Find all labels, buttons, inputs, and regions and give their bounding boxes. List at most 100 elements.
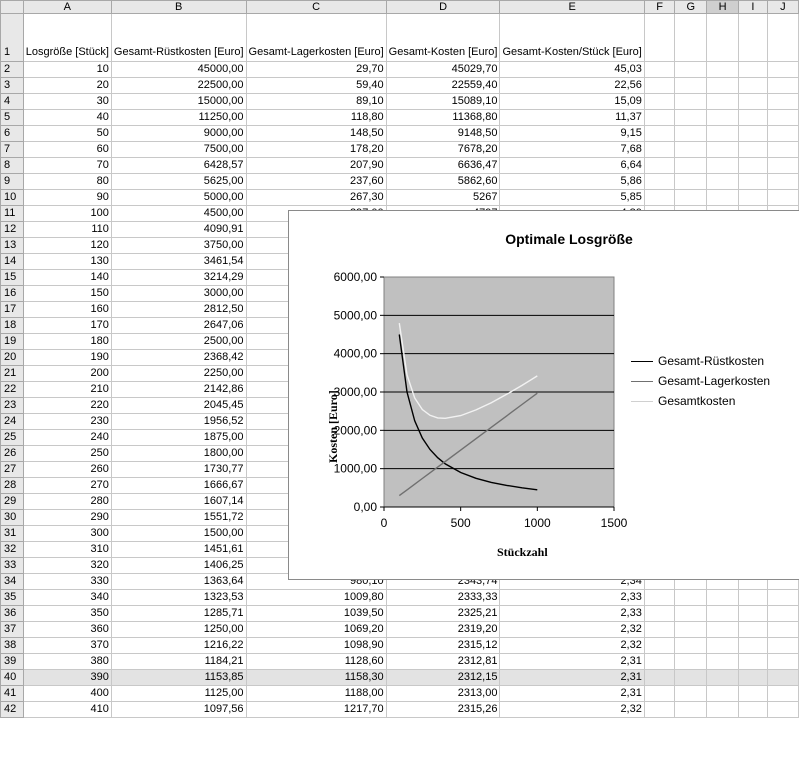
row-header[interactable]: 26: [0, 445, 24, 462]
data-cell[interactable]: 140: [22, 269, 112, 286]
data-cell[interactable]: 2,31: [499, 669, 645, 686]
data-cell[interactable]: 3214,29: [110, 269, 247, 286]
row-header[interactable]: 22: [0, 381, 24, 398]
data-cell[interactable]: 120: [22, 237, 112, 254]
data-cell[interactable]: 1285,71: [110, 605, 247, 622]
empty-cell[interactable]: [706, 109, 740, 126]
row-header[interactable]: 13: [0, 237, 24, 254]
data-cell[interactable]: 9000,00: [110, 125, 247, 142]
empty-cell[interactable]: [674, 77, 708, 94]
data-cell[interactable]: 20: [22, 77, 112, 94]
data-cell[interactable]: 2319,20: [385, 621, 501, 638]
empty-cell[interactable]: [706, 173, 740, 190]
empty-cell[interactable]: [643, 61, 676, 78]
data-cell[interactable]: 29,70: [245, 61, 387, 78]
data-cell[interactable]: 5,86: [499, 173, 645, 190]
empty-cell[interactable]: [643, 701, 676, 718]
data-cell[interactable]: 40: [22, 109, 112, 126]
empty-cell[interactable]: [643, 77, 676, 94]
row-header[interactable]: 33: [0, 557, 24, 574]
empty-cell[interactable]: [738, 109, 768, 126]
data-cell[interactable]: 2315,26: [385, 701, 501, 718]
data-cell[interactable]: 390: [22, 669, 112, 686]
data-cell[interactable]: 1607,14: [110, 493, 247, 510]
data-cell[interactable]: 1323,53: [110, 589, 247, 606]
data-cell[interactable]: 2312,15: [385, 669, 501, 686]
row-header[interactable]: 12: [0, 221, 24, 238]
data-cell[interactable]: 9,15: [499, 125, 645, 142]
row-header[interactable]: 7: [0, 141, 24, 158]
data-cell[interactable]: 207,90: [245, 157, 387, 174]
data-cell[interactable]: 170: [22, 317, 112, 334]
data-cell[interactable]: 2,32: [499, 701, 645, 718]
data-cell[interactable]: 89,10: [245, 93, 387, 110]
data-cell[interactable]: 1009,80: [245, 589, 387, 606]
data-cell[interactable]: 2325,21: [385, 605, 501, 622]
data-cell[interactable]: 3461,54: [110, 253, 247, 270]
empty-cell[interactable]: [643, 173, 676, 190]
data-cell[interactable]: 80: [22, 173, 112, 190]
row-header[interactable]: 5: [0, 109, 24, 126]
empty-cell[interactable]: [766, 125, 799, 142]
data-cell[interactable]: 270: [22, 477, 112, 494]
row-header[interactable]: 32: [0, 541, 24, 558]
data-cell[interactable]: 1956,52: [110, 413, 247, 430]
empty-cell[interactable]: [643, 669, 676, 686]
data-cell[interactable]: 1039,50: [245, 605, 387, 622]
row-header[interactable]: 40: [0, 669, 24, 686]
data-cell[interactable]: 360: [22, 621, 112, 638]
row-header[interactable]: 1: [0, 13, 24, 62]
data-cell[interactable]: 5625,00: [110, 173, 247, 190]
empty-cell[interactable]: [706, 13, 740, 62]
empty-cell[interactable]: [738, 669, 768, 686]
data-cell[interactable]: 2,33: [499, 589, 645, 606]
data-cell[interactable]: 130: [22, 253, 112, 270]
empty-cell[interactable]: [738, 589, 768, 606]
empty-cell[interactable]: [674, 141, 708, 158]
data-cell[interactable]: 1153,85: [110, 669, 247, 686]
empty-cell[interactable]: [766, 653, 799, 670]
data-cell[interactable]: 9148,50: [385, 125, 501, 142]
column-header[interactable]: B: [110, 0, 247, 14]
empty-cell[interactable]: [674, 589, 708, 606]
empty-cell[interactable]: [643, 125, 676, 142]
data-cell[interactable]: 22,56: [499, 77, 645, 94]
data-cell[interactable]: 5267: [385, 189, 501, 206]
select-all-corner[interactable]: [0, 0, 24, 14]
empty-cell[interactable]: [738, 685, 768, 702]
empty-cell[interactable]: [643, 13, 676, 62]
data-cell[interactable]: 1188,00: [245, 685, 387, 702]
data-cell[interactable]: 300: [22, 525, 112, 542]
row-header[interactable]: 3: [0, 77, 24, 94]
row-header[interactable]: 8: [0, 157, 24, 174]
empty-cell[interactable]: [738, 77, 768, 94]
data-cell[interactable]: 2,31: [499, 685, 645, 702]
data-cell[interactable]: 4090,91: [110, 221, 247, 238]
data-cell[interactable]: 11250,00: [110, 109, 247, 126]
empty-cell[interactable]: [674, 173, 708, 190]
data-cell[interactable]: 240: [22, 429, 112, 446]
data-cell[interactable]: 1128,60: [245, 653, 387, 670]
data-cell[interactable]: 7678,20: [385, 141, 501, 158]
empty-cell[interactable]: [738, 61, 768, 78]
data-cell[interactable]: 250: [22, 445, 112, 462]
empty-cell[interactable]: [766, 589, 799, 606]
empty-cell[interactable]: [643, 189, 676, 206]
data-cell[interactable]: 4500,00: [110, 205, 247, 222]
data-cell[interactable]: 350: [22, 605, 112, 622]
row-header[interactable]: 35: [0, 589, 24, 606]
empty-cell[interactable]: [738, 173, 768, 190]
row-header[interactable]: 15: [0, 269, 24, 286]
data-cell[interactable]: 1551,72: [110, 509, 247, 526]
row-header[interactable]: 14: [0, 253, 24, 270]
empty-cell[interactable]: [738, 653, 768, 670]
data-cell[interactable]: 5,85: [499, 189, 645, 206]
empty-cell[interactable]: [643, 109, 676, 126]
data-cell[interactable]: 200: [22, 365, 112, 382]
data-cell[interactable]: 1500,00: [110, 525, 247, 542]
empty-cell[interactable]: [674, 637, 708, 654]
row-header[interactable]: 31: [0, 525, 24, 542]
data-cell[interactable]: 230: [22, 413, 112, 430]
data-cell[interactable]: 1217,70: [245, 701, 387, 718]
data-cell[interactable]: 7,68: [499, 141, 645, 158]
